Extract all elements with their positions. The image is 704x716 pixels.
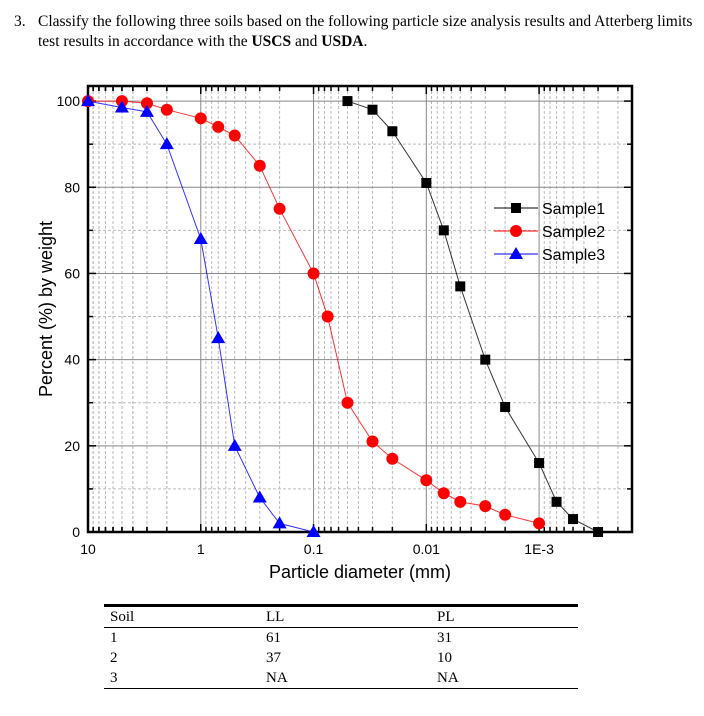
legend-marker [511, 203, 521, 213]
data-point [114, 100, 129, 113]
table-cell: 3 [110, 670, 118, 686]
question-number: 3. [14, 13, 26, 30]
table-row: 1 61 31 [104, 628, 578, 649]
data-point [386, 452, 399, 465]
y-tick-label: 0 [72, 524, 80, 540]
series-line [87, 100, 314, 533]
x-tick-label: 1E-3 [524, 541, 554, 557]
data-point [454, 495, 467, 508]
data-point [341, 396, 354, 409]
table-cell: 61 [266, 630, 281, 646]
data-point [455, 281, 466, 292]
table-cell: 2 [110, 650, 118, 666]
table-cell: NA [266, 670, 288, 686]
data-point [367, 104, 378, 115]
plot-frame [86, 84, 634, 534]
legend-label: Sample3 [542, 247, 605, 264]
data-point [534, 458, 545, 469]
data-point [387, 126, 398, 137]
table-cell: 37 [266, 650, 281, 666]
data-point [533, 517, 546, 530]
y-tick-label: 100 [57, 93, 81, 109]
table-cell: 31 [437, 630, 452, 646]
data-point [211, 331, 226, 344]
data-point [420, 474, 433, 487]
data-point [253, 159, 266, 172]
data-point [194, 112, 207, 125]
table-cell: 1 [110, 630, 118, 646]
legend-label: Sample2 [542, 224, 605, 241]
legend-marker [510, 225, 522, 237]
table-header-row: Soil LL PL [104, 605, 578, 628]
data-point [437, 487, 450, 500]
grain-size-chart: 10 1 0.1 0.01 1E-3 0 20 40 60 80 100 Particle diame… [36, 84, 634, 582]
legend-label: Sample1 [542, 201, 605, 218]
table-row: 2 37 10 [104, 648, 578, 668]
data-point [321, 310, 334, 323]
usda-label: USDA [321, 33, 364, 50]
x-axis-label: Particle diameter (mm) [269, 562, 451, 582]
y-axis-label: Percent (%) by weight [36, 221, 56, 397]
data-point [212, 120, 225, 133]
series-sample3 [81, 94, 321, 537]
data-point [81, 94, 95, 107]
data-point [551, 496, 562, 507]
data-point [568, 514, 579, 525]
data-point [193, 231, 208, 244]
data-point [479, 500, 492, 513]
question-text-part: Classify the following three soils based… [38, 13, 693, 50]
data-point [272, 516, 287, 529]
y-tick-label: 60 [64, 265, 80, 281]
data-point [438, 225, 449, 236]
question-text: Classify the following three soils based… [38, 12, 704, 52]
uscs-label: USCS [251, 33, 292, 50]
table-cell: 10 [437, 650, 452, 666]
x-tick-label: 0.1 [304, 541, 324, 557]
data-point [500, 402, 511, 413]
data-point [252, 490, 267, 503]
table-cell: NA [437, 670, 459, 686]
data-point [159, 137, 174, 150]
data-point [139, 104, 154, 117]
table-row: 3 NA NA [104, 668, 578, 689]
data-point [227, 438, 242, 451]
x-tick-label: 0.01 [413, 541, 440, 557]
data-point [366, 435, 379, 448]
data-point [306, 525, 321, 537]
data-point [593, 527, 604, 537]
x-tick-label: 10 [80, 541, 96, 557]
data-point [228, 129, 241, 142]
y-tick-label: 80 [64, 179, 80, 195]
atterberg-table: Soil LL PL 1 61 31 2 37 10 3 NA NA [104, 604, 578, 689]
data-point [160, 103, 173, 116]
data-point [480, 354, 491, 365]
question-text-part: and [291, 33, 322, 50]
data-point [499, 508, 512, 521]
data-point [140, 97, 153, 110]
question-text-part: . [363, 33, 368, 50]
data-point [421, 177, 432, 188]
column-header: LL [266, 609, 285, 625]
data-point [342, 96, 353, 107]
series-sample1 [342, 96, 604, 537]
data-point [307, 267, 320, 280]
column-header: PL [437, 609, 455, 625]
column-header: Soil [110, 609, 135, 625]
x-tick-label: 1 [197, 541, 205, 557]
legend-marker [509, 247, 523, 259]
y-tick-label: 20 [64, 438, 80, 454]
y-tick-label: 40 [64, 352, 80, 368]
data-point [273, 202, 286, 215]
